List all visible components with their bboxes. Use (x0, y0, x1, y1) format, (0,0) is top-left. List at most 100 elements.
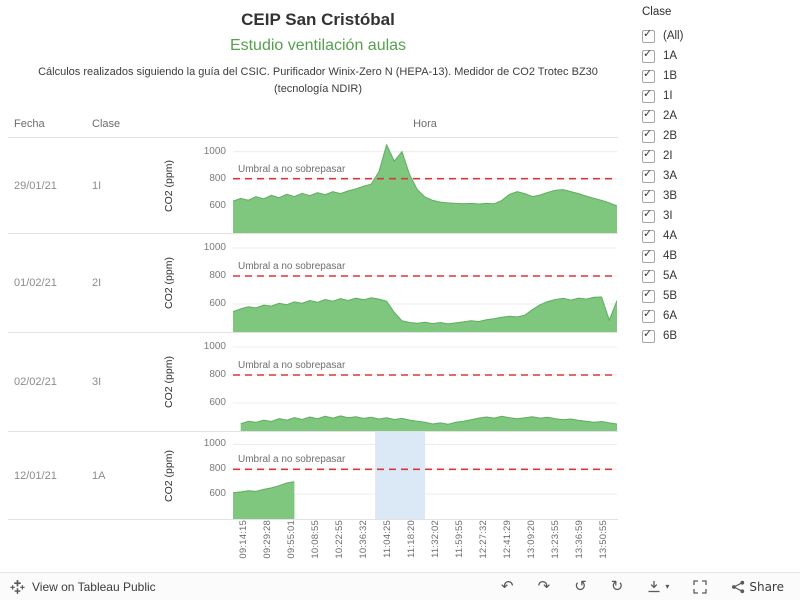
undo-button[interactable]: ↶ (501, 579, 514, 594)
filter-item-4a[interactable]: ✓ 4A (640, 226, 795, 246)
filter-item-2i[interactable]: ✓ 2I (640, 146, 795, 166)
x-tick-label: 10:36:32 (358, 520, 369, 559)
view-on-tableau-public-link[interactable]: View on Tableau Public (0, 579, 156, 594)
filter-item-3i[interactable]: ✓ 3I (640, 206, 795, 226)
reset-button[interactable]: ↺ (574, 579, 587, 594)
filter-item-2b[interactable]: ✓ 2B (640, 126, 795, 146)
fecha-value[interactable]: 01/02/21 (14, 277, 57, 289)
checkbox-icon[interactable]: ✓ (642, 328, 655, 343)
chart-row-2i: 01/02/21 2I CO2 (ppm) 600 800 1000 Umbral a no… (8, 234, 618, 333)
check-mark-icon: ✓ (643, 127, 653, 140)
hover-highlight-band (375, 432, 425, 519)
filter-item-label: 2B (663, 130, 678, 142)
checkbox-icon[interactable]: ✓ (642, 248, 655, 263)
filter-item-3a[interactable]: ✓ 3A (640, 166, 795, 186)
checkbox-icon[interactable]: ✓ (642, 168, 655, 183)
column-header-fecha: Fecha (14, 118, 45, 130)
checkbox-icon[interactable]: ✓ (642, 47, 655, 63)
filter-item-6a[interactable]: ✓ 6A (640, 306, 795, 326)
filter-item-label: 6B (663, 330, 678, 342)
checkbox-icon[interactable]: ✓ (642, 147, 655, 163)
download-button[interactable]: ▾ (647, 580, 669, 593)
check-mark-icon: ✓ (643, 227, 653, 240)
share-button[interactable]: Share (731, 580, 784, 594)
checkbox-icon[interactable]: ✓ (642, 28, 655, 43)
toolbar-actions: ↶ ↷ ↺ ↻ ▾ Share (501, 579, 800, 594)
y-tick-label: 1000 (203, 438, 226, 450)
filter-item-label: 2A (663, 110, 678, 122)
chart-row-1i: 29/01/21 1I CO2 (ppm) 600 800 1000 Umbral a no… (8, 138, 618, 234)
share-label: Share (749, 579, 784, 594)
clase-value[interactable]: 3I (92, 376, 102, 388)
clase-value[interactable]: 1A (92, 469, 106, 482)
y-tick-label: 800 (209, 463, 226, 475)
check-mark-icon: ✓ (643, 147, 653, 160)
checkbox-icon[interactable]: ✓ (642, 108, 655, 123)
filter-item-4b[interactable]: ✓ 4B (640, 246, 795, 266)
checkbox-icon[interactable]: ✓ (642, 68, 655, 83)
fecha-value[interactable]: 29/01/21 (14, 179, 57, 192)
co2-area-series (233, 481, 295, 519)
co2-area-chart[interactable]: Umbral a no sobrepasar (233, 333, 617, 431)
x-tick-label: 12:41:29 (502, 520, 513, 559)
chart-row-3i: 02/02/21 3I CO2 (ppm) 600 800 1000 Umbral a no… (8, 333, 618, 432)
check-mark-icon: ✓ (643, 207, 653, 220)
checkbox-icon[interactable]: ✓ (642, 267, 655, 283)
filter-item-label: 2I (663, 150, 673, 162)
filter-item-1a[interactable]: ✓ 1A (640, 46, 795, 66)
checkbox-icon[interactable]: ✓ (642, 127, 655, 143)
clase-filter-panel: Clase ✓ (All) ✓ 1A ✓ 1B ✓ 1I ✓ 2A ✓ 2B ✓ 2I ✓ 3A ✓ 3B ✓ 3I ✓… (640, 6, 795, 346)
column-header-hora: Hora (413, 118, 437, 130)
x-tick-label: 13:50:55 (598, 520, 609, 559)
caret-down-icon: ▾ (665, 581, 670, 591)
x-tick-label: 13:23:55 (550, 520, 561, 559)
check-mark-icon: ✓ (643, 47, 653, 60)
x-tick-label: 11:32:02 (430, 520, 441, 558)
chart-canvas (233, 247, 617, 332)
checkbox-icon[interactable]: ✓ (642, 288, 655, 303)
co2-area-chart[interactable]: Umbral a no sobrepasar (233, 234, 617, 332)
refresh-icon: ↻ (610, 577, 624, 595)
y-tick-label: 1000 (203, 242, 226, 253)
filter-item-3b[interactable]: ✓ 3B (640, 186, 795, 206)
check-mark-icon: ✓ (643, 267, 653, 280)
checkbox-icon[interactable]: ✓ (642, 227, 655, 243)
chart-row-1a: 12/01/21 1A CO2 (ppm) 600 800 1000 Umbral a no… (8, 432, 618, 520)
check-mark-icon: ✓ (643, 87, 653, 100)
filter-item-5b[interactable]: ✓ 5B (640, 286, 795, 306)
clase-value[interactable]: 1I (92, 179, 102, 192)
filter-item-6b[interactable]: ✓ 6B (640, 326, 795, 346)
checkbox-icon[interactable]: ✓ (642, 207, 655, 223)
clase-value[interactable]: 2I (92, 277, 102, 289)
fecha-value[interactable]: 02/02/21 (14, 376, 57, 388)
checkbox-icon[interactable]: ✓ (642, 187, 655, 203)
refresh-button[interactable]: ↻ (611, 579, 624, 594)
y-tick-label: 800 (209, 270, 226, 281)
filter-list: ✓ (All) ✓ 1A ✓ 1B ✓ 1I ✓ 2A ✓ 2B ✓ 2I ✓ 3A ✓ 3B ✓ 3I ✓ 4A ✓ 4B ✓… (640, 26, 795, 346)
fecha-value[interactable]: 12/01/21 (14, 469, 57, 482)
filter-item-5a[interactable]: ✓ 5A (640, 266, 795, 286)
fullscreen-icon (693, 579, 708, 594)
page-title: CEIP San Cristóbal (241, 10, 395, 29)
co2-area-chart[interactable]: Umbral a no sobrepasar (233, 138, 617, 233)
co2-area-chart[interactable]: Umbral a no sobrepasar (233, 432, 617, 519)
x-tick-label: 09:14:15 (238, 520, 249, 559)
page-subtitle: Estudio ventilación aulas (229, 37, 407, 54)
x-tick-label: 10:08:55 (310, 520, 321, 559)
checkbox-icon[interactable]: ✓ (642, 87, 655, 103)
filter-item-all[interactable]: ✓ (All) (640, 26, 795, 46)
filter-item-2a[interactable]: ✓ 2A (640, 106, 795, 126)
reset-icon: ↺ (574, 577, 587, 595)
checkbox-icon[interactable]: ✓ (642, 308, 655, 323)
filter-item-label: 6A (663, 310, 678, 322)
check-mark-icon: ✓ (643, 187, 653, 200)
filter-item-1i[interactable]: ✓ 1I (640, 86, 795, 106)
chart-canvas (233, 143, 617, 233)
y-axis-title: CO2 (ppm) (163, 257, 175, 309)
dashboard-header: CEIP San Cristóbal Estudio ventilación a… (0, 10, 636, 97)
fullscreen-button[interactable] (693, 579, 708, 594)
redo-button[interactable]: ↷ (538, 579, 551, 594)
co2-area-series (233, 297, 617, 332)
filter-item-1b[interactable]: ✓ 1B (640, 66, 795, 86)
download-icon (648, 581, 660, 593)
